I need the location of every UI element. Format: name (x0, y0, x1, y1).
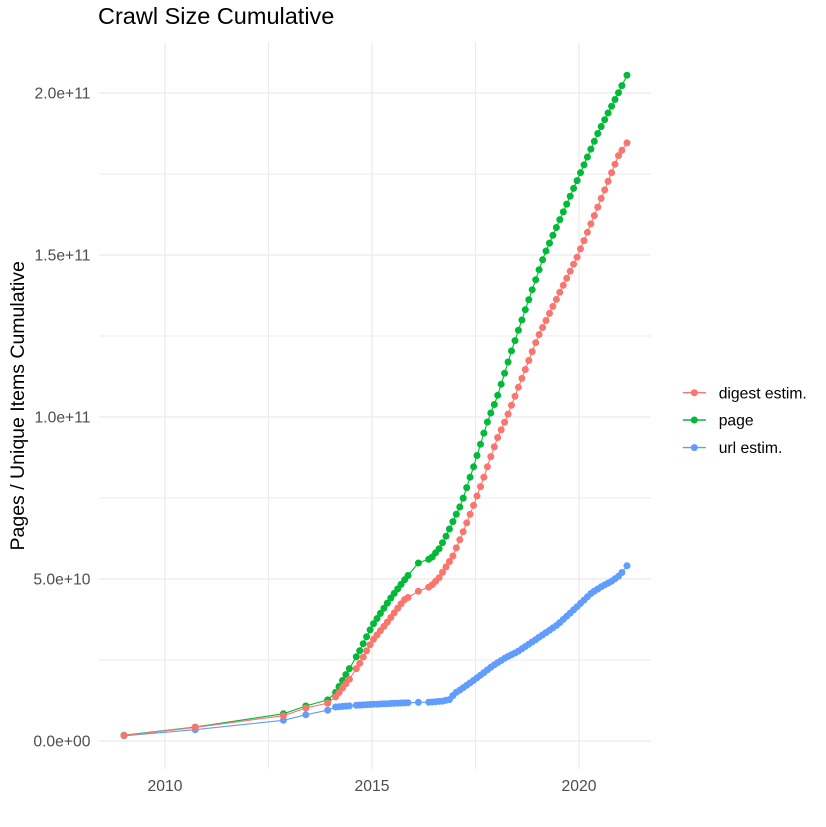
svg-text:2020: 2020 (562, 778, 597, 795)
svg-text:url estim.: url estim. (719, 440, 783, 457)
svg-text:1.0e+11: 1.0e+11 (35, 410, 91, 427)
svg-text:1.5e+11: 1.5e+11 (35, 248, 91, 265)
svg-text:Pages / Unique Items Cumulativ: Pages / Unique Items Cumulative (7, 261, 29, 550)
svg-text:2010: 2010 (148, 778, 183, 795)
svg-text:2.0e+11: 2.0e+11 (35, 86, 91, 103)
svg-text:digest estim.: digest estim. (719, 385, 807, 402)
svg-text:0.0e+00: 0.0e+00 (33, 734, 90, 751)
svg-text:5.0e+10: 5.0e+10 (33, 572, 90, 589)
svg-text:page: page (719, 413, 754, 430)
svg-text:Crawl Size Cumulative: Crawl Size Cumulative (98, 3, 334, 29)
svg-text:2015: 2015 (355, 778, 390, 795)
